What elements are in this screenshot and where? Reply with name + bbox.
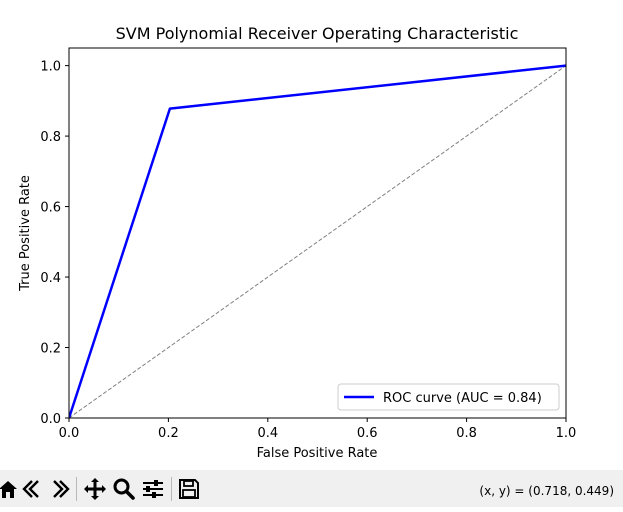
y-axis-ticks: 0.0 0.2 0.4 0.6 0.8 1.0 xyxy=(40,60,69,427)
legend-box xyxy=(337,383,560,411)
legend: ROC curve (AUC = 0.84) xyxy=(337,383,560,411)
configure-subplots-icon xyxy=(143,479,163,498)
configure-subplots-button[interactable] xyxy=(139,474,167,504)
x-tick-label: 0.2 xyxy=(158,426,179,441)
y-tick-label: 0.2 xyxy=(40,342,61,357)
cursor-coordinates: (x, y) = (0.718, 0.449) xyxy=(479,484,614,498)
y-tick-label: 0.8 xyxy=(40,130,61,145)
chart-title: SVM Polynomial Receiver Operating Charac… xyxy=(116,24,519,43)
axes-frame xyxy=(68,47,567,419)
x-tick-label: 0.6 xyxy=(357,426,378,441)
y-axis-label: True Positive Rate xyxy=(18,175,33,292)
x-axis-ticks: 0.0 0.2 0.4 0.6 0.8 1.0 xyxy=(59,418,577,441)
y-tick-label: 0.6 xyxy=(40,201,61,216)
save-icon xyxy=(179,478,199,499)
series-layer xyxy=(69,64,566,418)
chance-diagonal-line xyxy=(69,65,566,418)
plot-area xyxy=(68,47,567,419)
pan-icon xyxy=(84,477,106,500)
x-tick-label: 0.8 xyxy=(456,426,477,441)
toolbar-separator xyxy=(76,476,77,501)
back-button[interactable] xyxy=(20,474,46,504)
forward-button[interactable] xyxy=(46,474,72,504)
zoom-button[interactable] xyxy=(109,474,139,504)
x-tick-label: 0.0 xyxy=(59,426,80,441)
roc-curve-line xyxy=(69,64,566,418)
y-tick-label: 0.0 xyxy=(40,412,61,427)
x-axis-label: False Positive Rate xyxy=(257,446,378,461)
legend-label-roc: ROC curve (AUC = 0.84) xyxy=(383,391,542,406)
save-button[interactable] xyxy=(176,474,202,504)
y-tick-label: 0.4 xyxy=(40,271,61,286)
y-tick-label: 1.0 xyxy=(40,60,61,75)
roc-figure: SVM Polynomial Receiver Operating Charac… xyxy=(18,24,577,461)
pan-button[interactable] xyxy=(81,474,109,504)
back-arrow-icon xyxy=(22,479,39,498)
x-tick-label: 0.4 xyxy=(257,426,278,441)
x-tick-label: 1.0 xyxy=(556,426,577,441)
forward-arrow-icon xyxy=(53,479,70,498)
toolbar-separator xyxy=(171,476,172,501)
home-icon xyxy=(0,480,17,498)
zoom-icon xyxy=(113,478,135,500)
navigation-toolbar: (x, y) = (0.718, 0.449) xyxy=(0,470,623,507)
home-button[interactable] xyxy=(0,474,18,504)
